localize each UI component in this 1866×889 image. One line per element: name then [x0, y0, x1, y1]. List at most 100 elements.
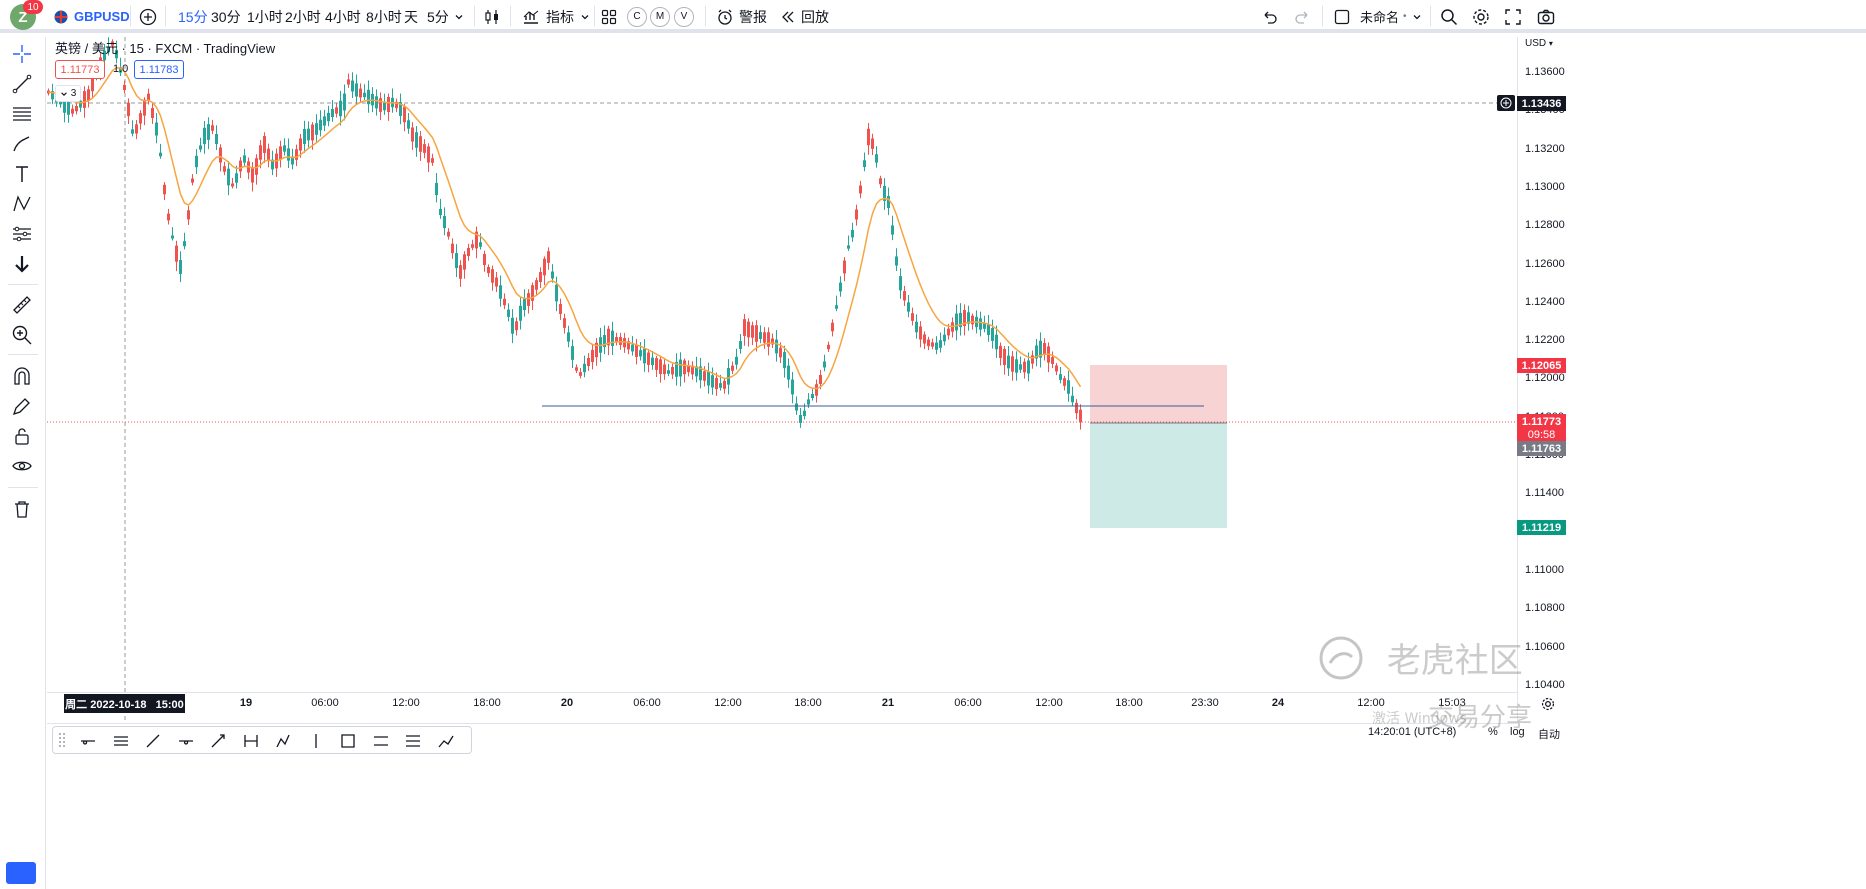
pattern-tool[interactable]	[8, 190, 36, 218]
candle-body	[899, 276, 902, 291]
interval-5m[interactable]: 5分	[427, 0, 449, 33]
clock-label[interactable]: 14:20:01 (UTC+8)	[1368, 726, 1457, 738]
candle-body	[803, 410, 806, 417]
screenshot-button[interactable]	[1537, 0, 1555, 33]
candle-body	[931, 342, 934, 347]
trend-line-tool[interactable]	[8, 70, 36, 98]
candle-body	[127, 102, 130, 117]
settings-button[interactable]	[1472, 0, 1490, 33]
candle-body	[199, 145, 202, 150]
ask-price-box[interactable]: 1.11783	[134, 60, 184, 79]
candle-body	[895, 256, 898, 266]
hide-drawings-tool[interactable]	[8, 452, 36, 480]
stop-zone[interactable]	[1090, 423, 1227, 528]
interval-1d[interactable]: 天	[404, 0, 418, 33]
interval-4h[interactable]: 4小时	[325, 0, 361, 33]
interval-15m[interactable]: 15分	[178, 0, 208, 33]
candle-body	[519, 305, 522, 321]
price-chart[interactable]	[47, 37, 1517, 723]
alert-label: 警报	[739, 8, 767, 25]
channel-icon[interactable]	[112, 732, 130, 750]
axis-settings-button[interactable]	[1541, 697, 1555, 716]
candle-body	[287, 148, 290, 161]
currency-label[interactable]: USD ▾	[1525, 38, 1553, 49]
candle-body	[295, 149, 298, 160]
interval-2h[interactable]: 2小时	[285, 0, 321, 33]
fib-tool[interactable]	[8, 100, 36, 128]
brush-tool[interactable]	[8, 130, 36, 158]
interval-1h[interactable]: 1小时	[247, 0, 283, 33]
candle-body	[215, 133, 218, 145]
horizontal-line-icon[interactable]	[177, 732, 195, 750]
fib-icon[interactable]	[404, 732, 422, 750]
arrow-line-icon[interactable]	[209, 732, 227, 750]
candle-body	[559, 304, 562, 314]
percent-toggle[interactable]: %	[1488, 726, 1498, 738]
interval-5m-label: 5分	[427, 8, 449, 25]
indicators-button[interactable]: 指标	[522, 0, 574, 33]
layout-dropdown[interactable]	[1412, 0, 1422, 33]
undo-button[interactable]	[1262, 0, 1278, 33]
candle-body	[627, 341, 630, 350]
candle-body	[1043, 343, 1046, 354]
candle-body	[595, 342, 598, 358]
redo-button[interactable]	[1294, 0, 1310, 33]
fullscreen-button[interactable]	[1505, 0, 1521, 33]
layout-name-button[interactable]: 未命名 •	[1334, 0, 1407, 33]
trend-up-icon[interactable]	[437, 732, 455, 750]
magnet-tool[interactable]	[8, 362, 36, 390]
rectangle-icon[interactable]	[339, 732, 357, 750]
interval-8h[interactable]: 8小时	[366, 0, 402, 33]
horizontal-ray-icon[interactable]	[79, 732, 97, 750]
candle-body	[419, 136, 422, 152]
crosshair-tool[interactable]	[8, 40, 36, 68]
stay-in-draw-tool[interactable]	[8, 392, 36, 420]
vertical-range-icon[interactable]	[242, 732, 260, 750]
object-tree-button[interactable]	[6, 862, 36, 884]
log-toggle[interactable]: log	[1510, 726, 1525, 738]
path-icon[interactable]	[274, 732, 292, 750]
layout-grid-button[interactable]	[601, 0, 617, 33]
vertical-line-icon[interactable]	[307, 732, 325, 750]
candle-body	[995, 334, 998, 350]
interval-dropdown[interactable]	[454, 0, 464, 33]
chart-type-button[interactable]	[483, 0, 501, 33]
alert-button[interactable]: 警报	[716, 0, 767, 33]
m-button[interactable]: M	[650, 0, 670, 33]
indicators-dropdown[interactable]	[580, 0, 590, 33]
horizontal-lines-icon	[13, 107, 31, 121]
delete-drawings-tool[interactable]	[8, 495, 36, 523]
text-tool[interactable]	[8, 160, 36, 188]
measure-tool[interactable]	[8, 291, 36, 319]
add-alert-plus-button[interactable]	[1497, 95, 1515, 111]
v-button[interactable]: V	[674, 0, 694, 33]
symbol-search-button[interactable]: GBPUSD	[54, 0, 130, 33]
trend-line-icon[interactable]	[144, 732, 162, 750]
candle-body	[1035, 345, 1038, 359]
candle-body	[983, 323, 986, 329]
lock-drawings-tool[interactable]	[8, 422, 36, 450]
entry-price-tag: 1.11763	[1517, 441, 1566, 456]
sliders-icon[interactable]	[372, 732, 390, 750]
auto-toggle[interactable]: 自动	[1538, 729, 1560, 741]
indicator-toggle[interactable]: 3	[55, 85, 81, 102]
zoom-tool[interactable]	[8, 321, 36, 349]
arrow-tool[interactable]	[8, 250, 36, 278]
interval-30m[interactable]: 30分	[211, 0, 241, 33]
c-button[interactable]: C	[627, 0, 647, 33]
drag-handle-icon[interactable]	[59, 733, 65, 747]
price-axis[interactable]	[1517, 37, 1866, 723]
favorite-drawings-toolbar[interactable]	[52, 726, 472, 754]
compare-add-button[interactable]	[139, 0, 157, 33]
candle-body	[611, 330, 614, 346]
search-button[interactable]	[1440, 0, 1458, 33]
prediction-tool[interactable]	[8, 220, 36, 248]
target-zone[interactable]	[1090, 365, 1227, 423]
eye-icon	[12, 461, 32, 471]
candle-body	[1071, 395, 1074, 403]
replay-button[interactable]: 回放	[780, 0, 829, 33]
candle-body	[411, 127, 414, 142]
candle-body	[967, 312, 970, 324]
candle-body	[407, 120, 410, 129]
bid-price-box[interactable]: 1.11773	[55, 60, 105, 79]
